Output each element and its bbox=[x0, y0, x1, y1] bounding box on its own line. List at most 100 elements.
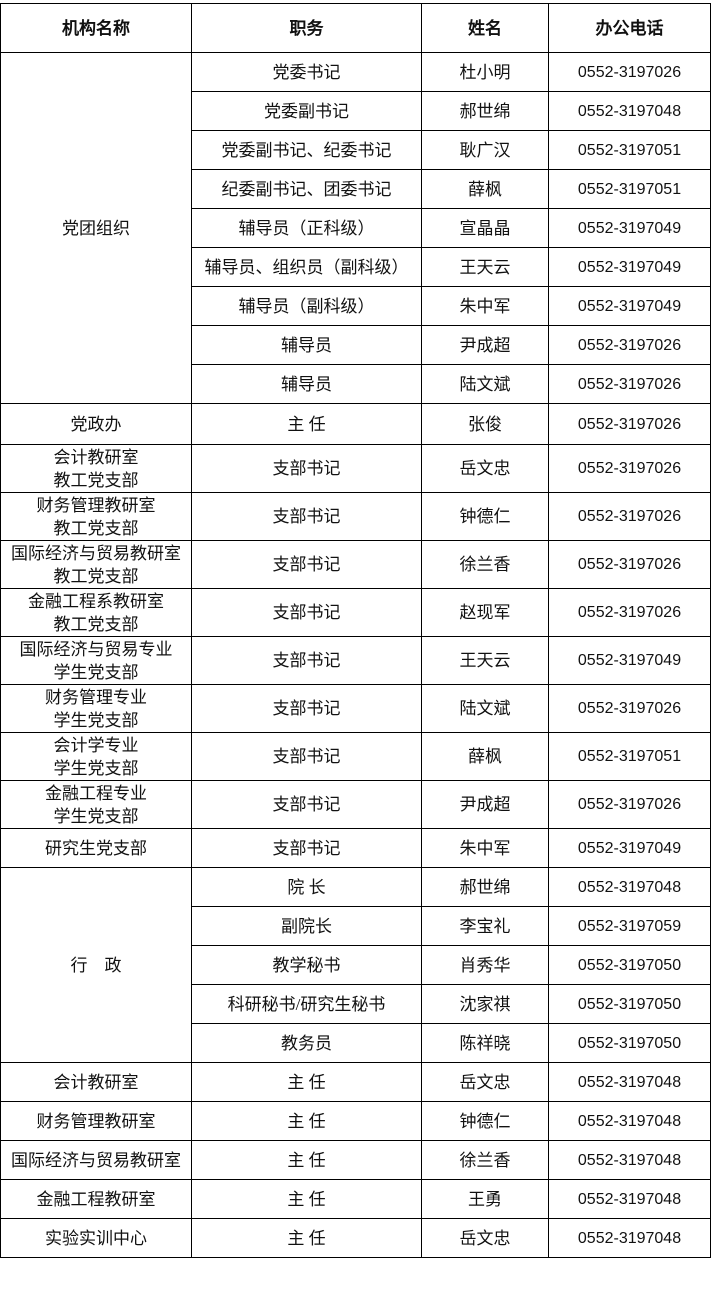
org-cell: 国际经济与贸易专业 学生党支部 bbox=[0, 636, 192, 685]
table-wrap: 机构名称 职务 姓名 办公电话 党团组织 党委书记 杜小明 0552-3197026 党… bbox=[0, 3, 711, 1258]
name-cell: 朱中军 bbox=[421, 286, 549, 326]
table-row: 会计学专业 学生党支部 支部书记 薛枫 0552-3197051 bbox=[0, 732, 711, 781]
name-cell: 陆文斌 bbox=[421, 684, 549, 733]
table-row: 实验实训中心主 任岳文忠 0552-3197048 bbox=[0, 1218, 711, 1258]
phone-cell: 0552-3197051 bbox=[548, 169, 711, 209]
phone-cell: 0552-3197026 bbox=[548, 403, 711, 445]
table-row: 党政办主 任张俊 0552-3197026 bbox=[0, 403, 711, 445]
title-cell: 主 任 bbox=[191, 403, 422, 445]
header-row: 机构名称 职务 姓名 办公电话 bbox=[0, 3, 711, 53]
org-cell: 会计学专业 学生党支部 bbox=[0, 732, 192, 781]
phone-cell: 0552-3197049 bbox=[548, 208, 711, 248]
org-cell: 会计教研室 bbox=[0, 1062, 192, 1102]
header-cell: 职务 bbox=[191, 3, 422, 53]
org-cell: 党政办 bbox=[0, 403, 192, 445]
phone-cell: 0552-3197026 bbox=[548, 492, 711, 541]
title-cell: 主 任 bbox=[191, 1101, 422, 1141]
title-cell: 教学秘书 bbox=[191, 945, 422, 985]
title-cell: 纪委副书记、团委书记 bbox=[191, 169, 422, 209]
table-row: 辅导员（正科级） 宣晶晶 0552-3197049 bbox=[1, 208, 711, 248]
phone-cell: 0552-3197048 bbox=[548, 1218, 711, 1258]
table-row: 党委副书记、纪委书记 耿广汉 0552-3197051 bbox=[1, 130, 711, 170]
name-cell: 沈家祺 bbox=[421, 984, 549, 1024]
title-cell: 支部书记 bbox=[191, 444, 422, 493]
org-cell: 财务管理教研室 bbox=[0, 1101, 192, 1141]
table-row: 财务管理专业 学生党支部 支部书记 陆文斌 0552-3197026 bbox=[0, 684, 711, 733]
org-cell: 国际经济与贸易教研室 教工党支部 bbox=[0, 540, 192, 589]
phone-cell: 0552-3197048 bbox=[548, 1140, 711, 1180]
name-cell: 王天云 bbox=[421, 636, 549, 685]
table-row: 纪委副书记、团委书记 薛枫 0552-3197051 bbox=[1, 169, 711, 209]
table-row: 辅导员（副科级） 朱中军 0552-3197049 bbox=[1, 286, 711, 326]
name-cell: 尹成超 bbox=[421, 325, 549, 365]
table-row: 党委副书记 郝世绵 0552-3197048 bbox=[1, 91, 711, 131]
title-cell: 主 任 bbox=[191, 1218, 422, 1258]
phone-cell: 0552-3197026 bbox=[548, 588, 711, 637]
title-cell: 主 任 bbox=[191, 1179, 422, 1219]
name-cell: 王勇 bbox=[421, 1179, 549, 1219]
title-cell: 教务员 bbox=[191, 1023, 422, 1063]
title-cell: 支部书记 bbox=[191, 588, 422, 637]
phone-cell: 0552-3197048 bbox=[548, 1179, 711, 1219]
title-cell: 支部书记 bbox=[191, 780, 422, 829]
phone-cell: 0552-3197048 bbox=[548, 1062, 711, 1102]
name-cell: 赵现军 bbox=[421, 588, 549, 637]
name-cell: 李宝礼 bbox=[421, 906, 549, 946]
phone-cell: 0552-3197059 bbox=[548, 906, 711, 946]
title-cell: 辅导员、组织员（副科级） bbox=[191, 247, 422, 287]
title-cell: 科研秘书/研究生秘书 bbox=[191, 984, 422, 1024]
org-cell: 实验实训中心 bbox=[0, 1218, 192, 1258]
org-cell: 研究生党支部 bbox=[0, 828, 192, 868]
table-row: 金融工程专业 学生党支部 支部书记 尹成超 0552-3197026 bbox=[0, 780, 711, 829]
table-row: 国际经济与贸易教研室 教工党支部 支部书记 徐兰香 0552-3197026 bbox=[0, 540, 711, 589]
table-row: 党团组织 党委书记 杜小明 0552-3197026 bbox=[0, 52, 711, 404]
header-cell: 机构名称 bbox=[0, 3, 192, 53]
phone-cell: 0552-3197026 bbox=[548, 364, 711, 404]
phone-cell: 0552-3197026 bbox=[548, 540, 711, 589]
title-cell: 支部书记 bbox=[191, 492, 422, 541]
name-cell: 张俊 bbox=[421, 403, 549, 445]
phone-cell: 0552-3197049 bbox=[548, 828, 711, 868]
table-row: 金融工程系教研室 教工党支部 支部书记 赵现军 0552-3197026 bbox=[0, 588, 711, 637]
name-cell: 王天云 bbox=[421, 247, 549, 287]
org-cell: 金融工程专业 学生党支部 bbox=[0, 780, 192, 829]
table-body: 党团组织 党委书记 杜小明 0552-3197026 党委副书记 郝世绵 0552-3197… bbox=[0, 52, 711, 1258]
title-cell: 辅导员（正科级） bbox=[191, 208, 422, 248]
org-cell: 会计教研室 教工党支部 bbox=[0, 444, 192, 493]
table-row: 教学秘书 肖秀华 0552-3197050 bbox=[1, 945, 711, 985]
phone-cell: 0552-3197050 bbox=[548, 1023, 711, 1063]
org-cell: 国际经济与贸易教研室 bbox=[0, 1140, 192, 1180]
title-cell: 主 任 bbox=[191, 1062, 422, 1102]
table-row: 国际经济与贸易专业 学生党支部 支部书记 王天云 0552-3197049 bbox=[0, 636, 711, 685]
name-cell: 岳文忠 bbox=[421, 1218, 549, 1258]
phone-cell: 0552-3197026 bbox=[548, 444, 711, 493]
title-cell: 支部书记 bbox=[191, 732, 422, 781]
name-cell: 杜小明 bbox=[421, 52, 549, 92]
table-row: 会计教研室主 任岳文忠 0552-3197048 bbox=[0, 1062, 711, 1102]
name-cell: 徐兰香 bbox=[421, 1140, 549, 1180]
name-cell: 徐兰香 bbox=[421, 540, 549, 589]
name-cell: 陈祥晓 bbox=[421, 1023, 549, 1063]
name-cell: 朱中军 bbox=[421, 828, 549, 868]
phone-cell: 0552-3197049 bbox=[548, 247, 711, 287]
header-cell: 姓名 bbox=[421, 3, 549, 53]
header-cell: 办公电话 bbox=[548, 3, 711, 53]
org-cell: 金融工程系教研室 教工党支部 bbox=[0, 588, 192, 637]
title-cell: 支部书记 bbox=[191, 540, 422, 589]
contact-table: 机构名称 职务 姓名 办公电话 党团组织 党委书记 杜小明 0552-3197026 党… bbox=[0, 3, 711, 1258]
title-cell: 辅导员（副科级） bbox=[191, 286, 422, 326]
title-cell: 支部书记 bbox=[191, 828, 422, 868]
name-cell: 岳文忠 bbox=[421, 444, 549, 493]
table-row: 科研秘书/研究生秘书 沈家祺 0552-3197050 bbox=[1, 984, 711, 1024]
title-cell: 党委副书记、纪委书记 bbox=[191, 130, 422, 170]
name-cell: 郝世绵 bbox=[421, 867, 549, 907]
table-row: 国际经济与贸易教研室主 任徐兰香 0552-3197048 bbox=[0, 1140, 711, 1180]
title-cell: 辅导员 bbox=[191, 325, 422, 365]
name-cell: 宣晶晶 bbox=[421, 208, 549, 248]
table-row: 金融工程教研室主 任王勇 0552-3197048 bbox=[0, 1179, 711, 1219]
name-cell: 尹成超 bbox=[421, 780, 549, 829]
name-cell: 郝世绵 bbox=[421, 91, 549, 131]
table-header: 机构名称 职务 姓名 办公电话 bbox=[0, 3, 711, 53]
phone-cell: 0552-3197026 bbox=[548, 780, 711, 829]
